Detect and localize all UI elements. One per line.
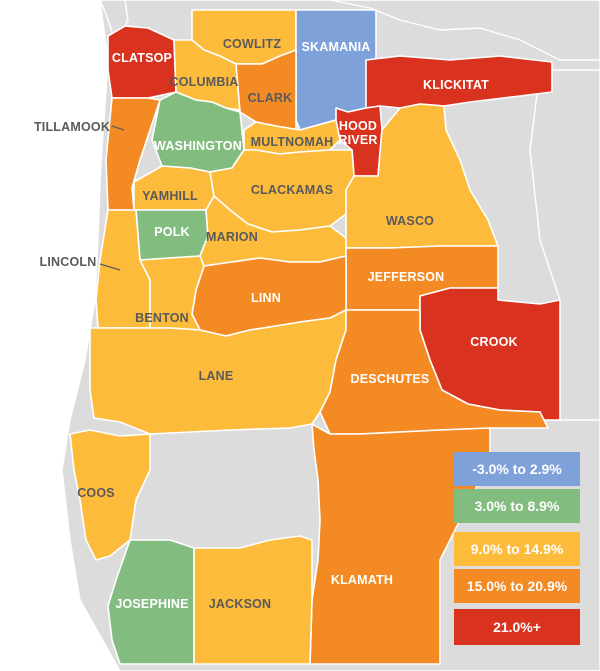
legend-swatch-5 bbox=[454, 609, 580, 645]
label-josephine: JOSEPHINE bbox=[115, 597, 188, 611]
label-tillamook: TILLAMOOK bbox=[34, 120, 110, 134]
label-linn: LINN bbox=[251, 291, 281, 305]
label-wasco: WASCO bbox=[386, 214, 434, 228]
county-josephine[interactable] bbox=[107, 539, 195, 665]
label-clark: CLARK bbox=[248, 91, 293, 105]
label-skamania: SKAMANIA bbox=[302, 40, 371, 54]
label-hood-river-line2: RIVER bbox=[338, 133, 377, 147]
legend-label-4: 15.0% to 20.9% bbox=[467, 578, 568, 594]
label-hood-river-line1: HOOD bbox=[339, 119, 377, 133]
label-klamath: KLAMATH bbox=[331, 573, 393, 587]
legend-label-1: -3.0% to 2.9% bbox=[472, 461, 562, 477]
label-clatsop: CLATSOP bbox=[112, 51, 172, 65]
label-columbia: COLUMBIA bbox=[170, 75, 239, 89]
label-polk: POLK bbox=[154, 225, 190, 239]
label-lincoln: LINCOLN bbox=[40, 255, 97, 269]
label-crook: CROOK bbox=[470, 335, 518, 349]
label-klickitat: KLICKITAT bbox=[423, 78, 489, 92]
label-washington: WASHINGTON bbox=[154, 139, 242, 153]
legend-swatch-2 bbox=[454, 489, 580, 523]
label-benton: BENTON bbox=[135, 311, 189, 325]
county-klamath[interactable] bbox=[309, 423, 491, 665]
label-cowlitz: COWLITZ bbox=[223, 37, 281, 51]
county-jackson[interactable] bbox=[193, 535, 313, 665]
tillamook-leader-line bbox=[111, 125, 125, 131]
county-labels: CLATSOP COWLITZ SKAMANIA COLUMBIA CLARK … bbox=[34, 37, 518, 611]
legend: -3.0% to 2.9% 3.0% to 8.9% 9.0% to 14.9%… bbox=[454, 452, 580, 645]
label-deschutes: DESCHUTES bbox=[351, 372, 430, 386]
label-jefferson: JEFFERSON bbox=[368, 270, 445, 284]
label-jackson: JACKSON bbox=[209, 597, 272, 611]
county-benton[interactable] bbox=[139, 255, 205, 331]
legend-label-2: 3.0% to 8.9% bbox=[475, 498, 560, 514]
legend-swatch-1 bbox=[454, 452, 580, 486]
label-marion: MARION bbox=[206, 230, 258, 244]
lincoln-leader-line bbox=[99, 263, 121, 271]
label-lane: LANE bbox=[199, 369, 234, 383]
label-yamhill: YAMHILL bbox=[142, 189, 198, 203]
county-tillamook[interactable] bbox=[105, 97, 161, 211]
legend-swatch-3 bbox=[454, 532, 580, 566]
label-coos: COOS bbox=[77, 486, 115, 500]
legend-swatch-4 bbox=[454, 569, 580, 603]
county-klickitat[interactable] bbox=[365, 55, 553, 109]
legend-label-3: 9.0% to 14.9% bbox=[471, 541, 564, 557]
label-multnomah: MULTNOMAH bbox=[251, 135, 334, 149]
legend-label-5: 21.0%+ bbox=[493, 619, 541, 635]
counties bbox=[69, 9, 561, 665]
label-clackamas: CLACKAMAS bbox=[251, 183, 333, 197]
